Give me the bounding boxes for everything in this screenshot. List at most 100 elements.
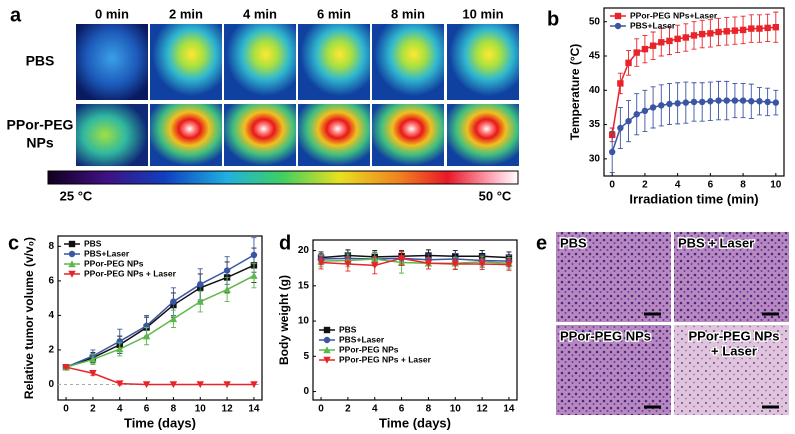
data-point [223,285,231,293]
y-tick-label: 8 [48,241,54,252]
row-label: NPs [26,135,53,151]
panel-label: d [279,232,291,254]
data-point [658,39,665,46]
y-axis-title: Temperature (°C) [568,44,582,141]
data-point [731,27,739,34]
data-point [223,267,231,274]
legend-marker [323,336,331,344]
thermal-image [150,24,222,100]
legend-marker [323,326,331,334]
time-header: 2 min [169,6,203,21]
data-point [451,260,459,268]
x-tick-label: 6 [708,180,714,191]
data-point [715,28,722,36]
data-point [617,80,624,87]
data-point [317,259,325,267]
data-point [608,148,616,156]
series-line [321,257,509,262]
x-tick-label: 2 [345,404,351,415]
x-tick-label: 10 [195,404,207,415]
data-point [625,117,632,125]
thermal-image [298,104,370,166]
legend-label: PBS+Laser [630,20,676,30]
x-tick-label: 0 [609,180,615,191]
data-point [505,261,513,269]
data-point [142,332,151,340]
histology-image [674,232,789,322]
x-tick-label: 6 [144,404,150,415]
x-tick-label: 4 [675,180,681,191]
data-point [723,28,730,35]
y-tick-label: 45 [589,51,601,62]
data-point [170,298,177,305]
x-tick-label: 4 [372,404,378,415]
panel-label: a [10,4,22,26]
data-point [756,98,763,105]
data-point [682,34,690,41]
data-point [674,100,681,107]
thermal-image [224,24,296,100]
data-point [250,381,258,389]
data-point [142,381,151,389]
y-tick-label: 30 [589,153,601,164]
thermal-image [298,24,370,100]
legend-marker [614,22,622,30]
x-tick-label: 14 [248,404,260,415]
data-point [250,272,258,279]
histology-image [674,325,789,415]
data-point [666,37,673,45]
data-point [371,262,379,270]
data-point [748,25,755,32]
data-point [617,124,624,132]
histology-image [556,325,671,415]
legend-marker [68,250,76,258]
x-tick-label: 10 [450,404,462,415]
data-point [731,97,739,104]
y-tick-label: 2 [48,345,54,356]
data-point [715,97,722,104]
y-tick-label: 4 [48,310,54,321]
legend-label: PBS [339,324,357,334]
data-point [625,59,632,67]
x-tick-label: 12 [477,404,489,415]
legend-marker [68,240,76,248]
thermal-image [372,104,444,166]
time-header: 6 min [317,6,351,21]
data-point [690,98,698,106]
data-point [723,97,730,104]
data-point [344,260,352,268]
y-tick-label: 20 [298,245,310,256]
series-line [321,257,509,267]
data-point [424,260,433,267]
data-point [196,381,204,389]
x-tick-label: 8 [426,404,432,415]
data-point [250,251,258,259]
x-tick-label: 0 [63,404,69,415]
data-point [649,104,657,111]
y-tick-label: 15 [298,280,310,291]
x-tick-label: 4 [117,404,123,415]
data-point [707,98,714,105]
data-point [633,49,640,56]
legend-label: PBS [84,238,102,248]
y-tick-label: 0 [48,379,54,390]
image-label: PPor-PEG NPs [560,328,651,343]
data-point [169,315,178,323]
data-point [197,281,204,288]
time-header: 0 min [95,6,129,21]
x-tick-label: 2 [642,180,648,191]
x-tick-label: 10 [770,180,782,191]
data-point [223,381,231,389]
y-tick-label: 6 [48,276,54,287]
image-label: PBS [560,235,587,250]
x-tick-label: 8 [740,180,746,191]
legend-marker [614,12,622,20]
data-point [748,98,755,105]
time-header: 8 min [391,6,425,21]
thermal-image [447,24,519,100]
data-point [89,370,97,377]
thermal-image [76,104,148,166]
